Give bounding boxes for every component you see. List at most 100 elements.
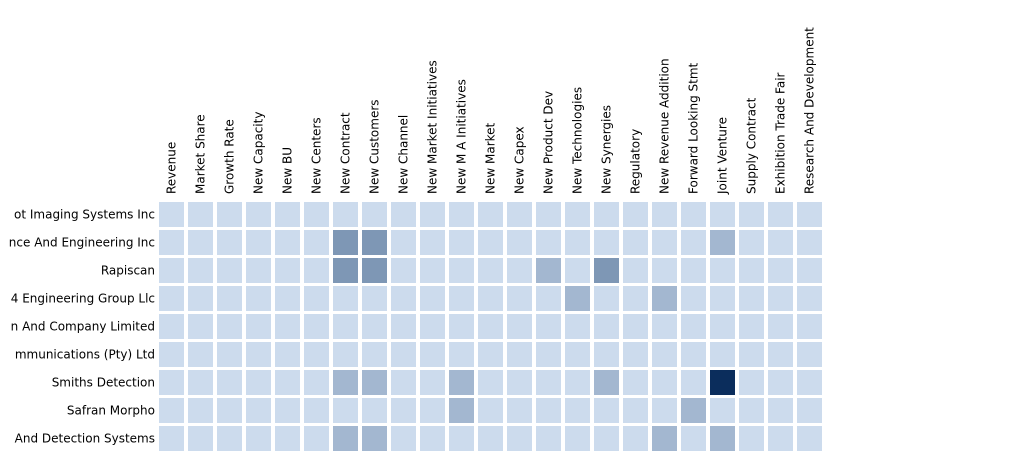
heatmap-cell — [565, 342, 590, 367]
heatmap-cell — [449, 258, 474, 283]
heatmap-cell — [768, 202, 793, 227]
heatmap-cell — [275, 426, 300, 451]
heatmap-cell — [420, 342, 445, 367]
heatmap-cell — [449, 314, 474, 339]
heatmap-cell — [565, 202, 590, 227]
heatmap-cell — [507, 314, 532, 339]
heatmap-cell — [797, 286, 822, 311]
column-label: New Market — [484, 122, 498, 194]
heatmap-cell — [768, 398, 793, 423]
heatmap-cell — [681, 286, 706, 311]
heatmap-cell — [304, 286, 329, 311]
heatmap-cell — [420, 398, 445, 423]
heatmap-cell — [246, 342, 271, 367]
heatmap-cell — [623, 426, 648, 451]
heatmap-cell — [565, 230, 590, 255]
heatmap-cell — [594, 258, 619, 283]
heatmap-cell — [594, 370, 619, 395]
row-label: Rapiscan — [101, 264, 155, 278]
heatmap-cell — [797, 398, 822, 423]
heatmap-cell — [362, 314, 387, 339]
heatmap-cell — [652, 342, 677, 367]
heatmap-cell — [333, 314, 358, 339]
heatmap-cell — [507, 398, 532, 423]
heatmap-cell — [188, 426, 213, 451]
heatmap-cell — [246, 398, 271, 423]
row-label: nce And Engineering Inc — [9, 236, 155, 250]
heatmap-cell — [188, 370, 213, 395]
heatmap-cell — [159, 370, 184, 395]
heatmap-cell — [594, 230, 619, 255]
heatmap-cell — [188, 342, 213, 367]
heatmap-cell — [739, 258, 764, 283]
heatmap-cell — [565, 426, 590, 451]
heatmap-cell — [362, 342, 387, 367]
heatmap-cell — [246, 370, 271, 395]
heatmap-cell — [275, 342, 300, 367]
heatmap-cell — [275, 202, 300, 227]
heatmap-cell — [536, 258, 561, 283]
heatmap-cell — [217, 202, 242, 227]
heatmap-cell — [681, 314, 706, 339]
heatmap-cell — [217, 342, 242, 367]
heatmap-cell — [391, 426, 416, 451]
heatmap-cell — [362, 370, 387, 395]
heatmap-cell — [768, 342, 793, 367]
heatmap-cell — [188, 202, 213, 227]
heatmap-cell — [536, 370, 561, 395]
heatmap-cell — [188, 230, 213, 255]
column-label: Forward Looking Stmt — [687, 62, 701, 194]
heatmap-cell — [449, 370, 474, 395]
heatmap-cell — [536, 314, 561, 339]
column-label: Revenue — [165, 142, 179, 194]
heatmap-cell — [594, 426, 619, 451]
heatmap-cell — [333, 258, 358, 283]
heatmap-cell — [797, 230, 822, 255]
heatmap-cell — [623, 398, 648, 423]
heatmap-cell — [159, 286, 184, 311]
heatmap-cell — [391, 314, 416, 339]
heatmap-cell — [710, 286, 735, 311]
heatmap-cell — [333, 286, 358, 311]
heatmap-cell — [333, 398, 358, 423]
heatmap-cell — [275, 286, 300, 311]
column-label: New Market Initiatives — [426, 60, 440, 194]
heatmap-cell — [246, 286, 271, 311]
heatmap-cell — [217, 370, 242, 395]
heatmap-cell — [449, 230, 474, 255]
heatmap-cell — [420, 426, 445, 451]
heatmap-cell — [391, 230, 416, 255]
heatmap-cell — [391, 398, 416, 423]
heatmap-cell — [478, 342, 503, 367]
heatmap-cell — [623, 230, 648, 255]
heatmap-cell — [594, 286, 619, 311]
heatmap-cell — [797, 370, 822, 395]
column-label: New BU — [281, 147, 295, 194]
heatmap-cell — [391, 370, 416, 395]
column-label: New Customers — [368, 99, 382, 194]
row-label: Safran Morpho — [67, 404, 155, 418]
column-label: Joint Venture — [716, 117, 730, 195]
heatmap-cell — [652, 202, 677, 227]
heatmap-cell — [681, 370, 706, 395]
heatmap-cell — [797, 342, 822, 367]
heatmap-cells — [159, 202, 822, 451]
heatmap-cell — [420, 230, 445, 255]
heatmap-cell — [449, 202, 474, 227]
heatmap-cell — [304, 314, 329, 339]
heatmap-cell — [507, 370, 532, 395]
heatmap-cell — [652, 314, 677, 339]
heatmap-cell — [478, 314, 503, 339]
heatmap-cell — [478, 398, 503, 423]
heatmap-cell — [217, 286, 242, 311]
heatmap-cell — [536, 230, 561, 255]
heatmap-cell — [623, 202, 648, 227]
heatmap-cell — [594, 342, 619, 367]
heatmap-cell — [623, 286, 648, 311]
heatmap-cell — [362, 426, 387, 451]
heatmap-cell — [246, 202, 271, 227]
heatmap-cell — [362, 398, 387, 423]
column-label: New Technologies — [571, 87, 585, 194]
heatmap-cell — [739, 426, 764, 451]
heatmap-cell — [710, 370, 735, 395]
